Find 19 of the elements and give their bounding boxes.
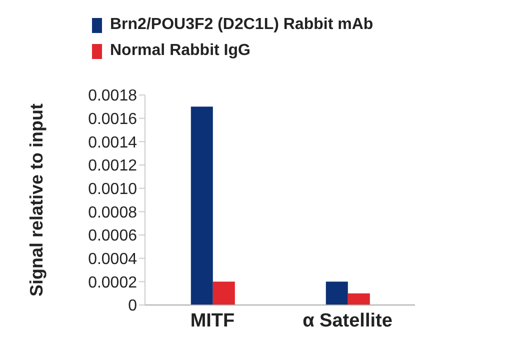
y-tick-label: 0.0012 (88, 158, 138, 175)
bar (348, 293, 370, 305)
y-tick-label: 0 (128, 298, 138, 315)
y-tick-label: 0.0010 (88, 181, 138, 198)
x-tick-label: MITF (190, 310, 235, 332)
y-tick-label: 0.0004 (88, 251, 138, 268)
bar (212, 282, 235, 305)
y-axis-title: Signal relative to input (26, 103, 46, 297)
legend-label: Brn2/POU3F2 (D2C1L) Rabbit mAb (110, 16, 374, 34)
x-tick-label: α Satellite (302, 310, 392, 332)
y-tick-label: 0.0008 (88, 204, 138, 222)
y-tick-label: 0.0014 (88, 134, 138, 152)
y-tick-label: 0.0018 (88, 88, 138, 105)
bar (326, 282, 348, 305)
y-tick-label: 0.0002 (88, 274, 138, 292)
bar (190, 106, 213, 305)
y-tick-label: 0.0006 (88, 228, 138, 245)
legend-label: Normal Rabbit IgG (110, 42, 250, 60)
y-tick-label: 0.0016 (88, 111, 138, 128)
